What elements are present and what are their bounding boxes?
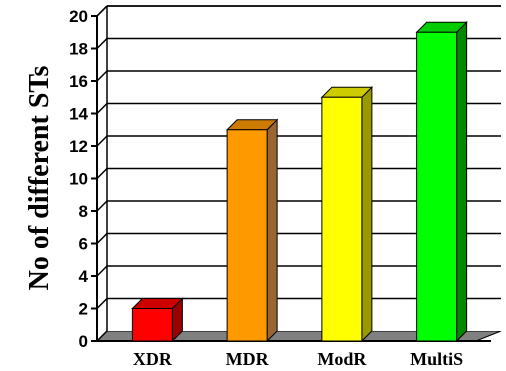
gridline-depth [96,200,108,212]
x-tick-label-multis: MultiS [410,349,463,369]
gridline-depth [96,135,108,147]
gridline-depth [96,297,108,310]
x-tick-label-modr: ModR [317,349,367,369]
y-tick-label: 10 [69,170,88,189]
gridline-depth [96,265,108,277]
top-depth-edge [96,5,108,17]
y-tick-label: 2 [79,300,88,319]
y-tick-label: 4 [79,267,89,286]
gridline-depth [96,167,108,180]
gridline-depth [96,37,108,50]
bar-side-modr [361,86,373,343]
y-tick-label: 12 [69,137,88,156]
y-tick-label: 16 [69,72,88,91]
gridline-depth [96,102,108,115]
y-tick-label: 0 [79,332,88,351]
x-tick-label-xdr: XDR [133,349,173,369]
y-tick-label: 18 [69,40,88,59]
y-tick-label: 14 [69,105,88,124]
bar-mdr [226,129,268,342]
gridline-depth [96,232,108,245]
y-tick-label: 6 [79,235,88,254]
gridline-depth [96,70,108,82]
x-tick-label-mdr: MDR [226,349,270,369]
y-tick-label: 8 [79,202,88,221]
bar-multis [416,31,458,342]
bar-modr [321,96,363,342]
bar-xdr [131,308,173,342]
bar-side-multis [456,21,468,343]
y-axis-title: No of different STs [24,66,55,291]
bar-side-mdr [266,118,278,343]
y-tick-label: 20 [69,7,88,26]
gridline-depth [96,330,108,342]
